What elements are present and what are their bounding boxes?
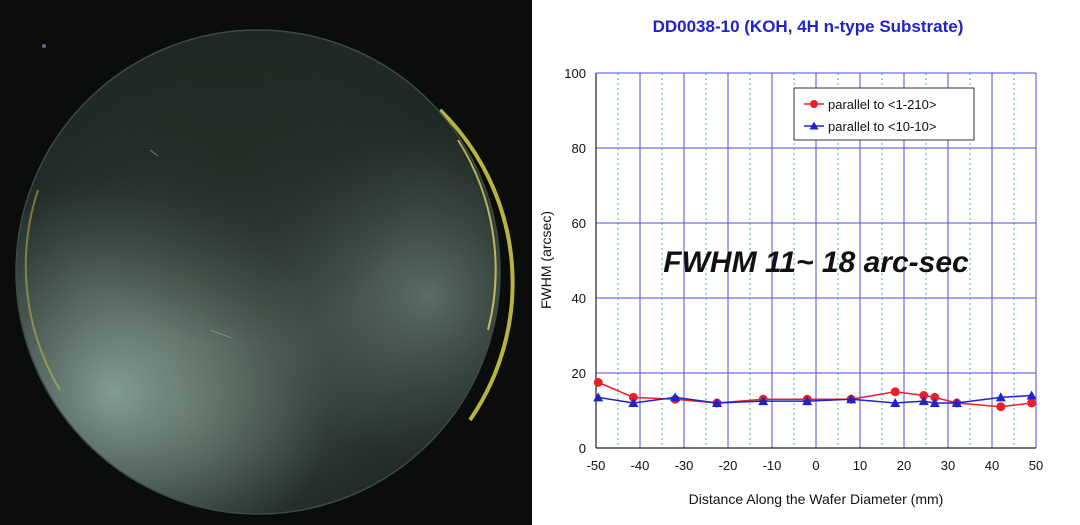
data-point: [890, 387, 900, 397]
x-tick-label: 20: [897, 458, 911, 473]
y-tick-label: 60: [572, 216, 586, 231]
y-tick-label: 20: [572, 366, 586, 381]
fwhm-annotation: FWHM 11~ 18 arc-sec: [663, 246, 969, 279]
y-tick-label: 0: [579, 441, 586, 456]
x-tick-label: -40: [631, 458, 650, 473]
x-axis-label: Distance Along the Wafer Diameter (mm): [689, 491, 944, 507]
data-point: [593, 377, 603, 387]
data-point: [593, 392, 604, 402]
x-tick-label: -20: [719, 458, 738, 473]
data-point: [1026, 390, 1037, 400]
data-point: [995, 392, 1006, 402]
series-2: [593, 390, 1037, 407]
y-tick-label: 80: [572, 141, 586, 156]
legend-label: parallel to <1-210>: [828, 97, 936, 112]
x-tick-label: 30: [941, 458, 955, 473]
y-axis-label: FWHM (arcsec): [538, 211, 554, 309]
data-point: [919, 391, 929, 400]
x-tick-label: -10: [763, 458, 782, 473]
wafer-photo: [0, 0, 532, 525]
legend-item: parallel to <1-210>: [804, 97, 936, 112]
y-tick-label: 40: [572, 291, 586, 306]
x-tick-label: 0: [812, 458, 819, 473]
y-tick-labels: 0 20 40 60 80 100: [564, 66, 586, 456]
data-point: [951, 398, 962, 407]
legend-label: parallel to <10-10>: [828, 119, 936, 134]
data-point: [930, 392, 940, 402]
data-point: [758, 396, 769, 406]
x-tick-label: 50: [1029, 458, 1043, 473]
data-point: [996, 402, 1006, 412]
y-tick-label: 100: [564, 66, 586, 81]
x-tick-label: -30: [675, 458, 694, 473]
x-tick-labels: -50 -40 -30 -20 -10 0 10 20 30 40 50: [587, 458, 1044, 473]
legend-box: [793, 87, 975, 141]
data-point: [890, 398, 901, 407]
series-layer: [593, 377, 1037, 412]
x-tick-label: 10: [853, 458, 867, 473]
legend: parallel to <1-210> parallel to <10-10>: [793, 87, 975, 141]
data-point: [670, 392, 681, 402]
chart-title: DD0038-10 (KOH, 4H n-type Substrate): [653, 17, 964, 36]
data-point: [929, 398, 940, 407]
legend-item: parallel to <10-10>: [804, 119, 936, 134]
legend-marker: [810, 100, 818, 108]
data-point: [628, 398, 639, 407]
series-line: [597, 381, 1032, 408]
data-point: [802, 396, 813, 406]
chart-panel: DD0038-10 (KOH, 4H n-type Substrate) -50…: [532, 0, 1080, 525]
data-point: [628, 392, 638, 402]
data-point: [846, 394, 857, 404]
data-point: [712, 398, 722, 407]
data-point: [1027, 398, 1037, 408]
fwhm-line-chart: DD0038-10 (KOH, 4H n-type Substrate) -50…: [538, 17, 1044, 507]
wafer-image: [0, 0, 532, 525]
legend-marker: [809, 121, 819, 130]
data-point: [918, 396, 929, 406]
x-tick-label: 40: [985, 458, 999, 473]
x-tick-label: -50: [587, 458, 606, 473]
